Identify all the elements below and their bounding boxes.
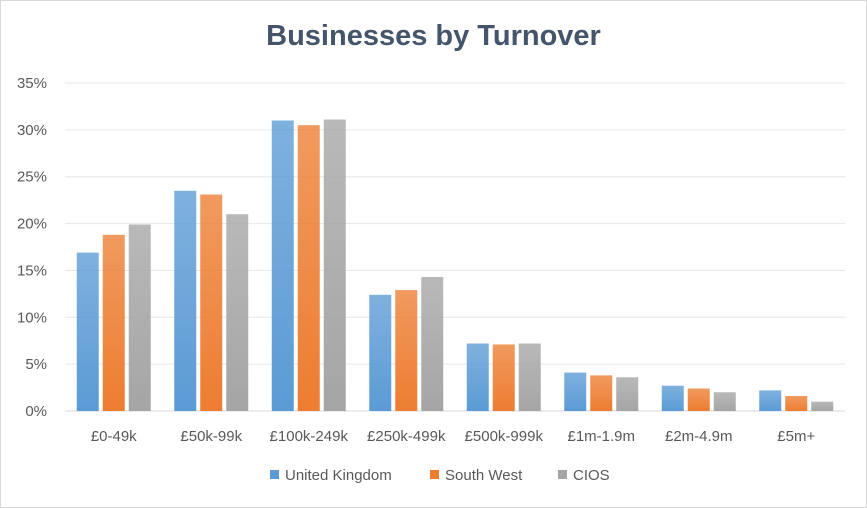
y-tick-label: 0% (25, 403, 47, 420)
y-tick-label: 30% (17, 122, 47, 139)
bar-cios (616, 377, 639, 411)
x-tick-label: £250k-499k (367, 428, 446, 445)
bar-cios (811, 401, 834, 411)
x-tick-label: £500k-999k (465, 428, 544, 445)
bar-united-kingdom (466, 343, 489, 411)
bar-south-west (395, 290, 418, 411)
bar-united-kingdom (174, 190, 197, 411)
y-tick-label: 20% (17, 216, 47, 233)
legend-swatch (270, 470, 279, 479)
bar-south-west (102, 234, 125, 411)
y-tick-label: 10% (17, 309, 47, 326)
bar-united-kingdom (564, 372, 587, 411)
x-tick-label: £50k-99k (180, 428, 242, 445)
legend-label: South West (445, 467, 523, 484)
y-tick-label: 25% (17, 169, 47, 186)
bar-south-west (297, 125, 320, 412)
bar-united-kingdom (76, 252, 99, 411)
legend-swatch (430, 470, 439, 479)
bar-united-kingdom (369, 294, 392, 411)
y-axis: 0% 5% 10% 15% 20% 25% 30% 35% (17, 75, 47, 420)
bars (76, 119, 834, 412)
bar-cios (713, 392, 736, 411)
bar-united-kingdom (759, 390, 782, 411)
x-tick-label: £0-49k (91, 428, 137, 445)
bar-cios (421, 276, 444, 411)
chart-title: Businesses by Turnover (266, 20, 601, 52)
legend: United Kingdom South West CIOS (270, 467, 610, 484)
x-tick-label: £5m+ (777, 428, 815, 445)
bar-cios (128, 224, 151, 411)
x-tick-label: £2m-4.9m (665, 428, 733, 445)
bar-south-west (590, 375, 613, 411)
x-axis: £0-49k £50k-99k £100k-249k £250k-499k £500k-… (91, 428, 816, 445)
y-tick-label: 15% (17, 262, 47, 279)
bar-united-kingdom (271, 120, 294, 411)
bar-south-west (492, 344, 515, 411)
bar-united-kingdom (661, 385, 684, 411)
legend-label: United Kingdom (285, 467, 392, 484)
legend-swatch (558, 470, 567, 479)
legend-label: CIOS (573, 467, 610, 484)
bar-cios (323, 119, 346, 411)
y-tick-label: 35% (17, 75, 47, 92)
bar-south-west (200, 194, 223, 411)
bar-south-west (687, 388, 710, 411)
x-tick-label: £1m-1.9m (567, 428, 635, 445)
bar-cios (518, 343, 541, 411)
x-tick-label: £100k-249k (270, 428, 349, 445)
y-tick-label: 5% (25, 356, 47, 373)
bar-south-west (785, 396, 808, 411)
bar-cios (226, 214, 249, 411)
